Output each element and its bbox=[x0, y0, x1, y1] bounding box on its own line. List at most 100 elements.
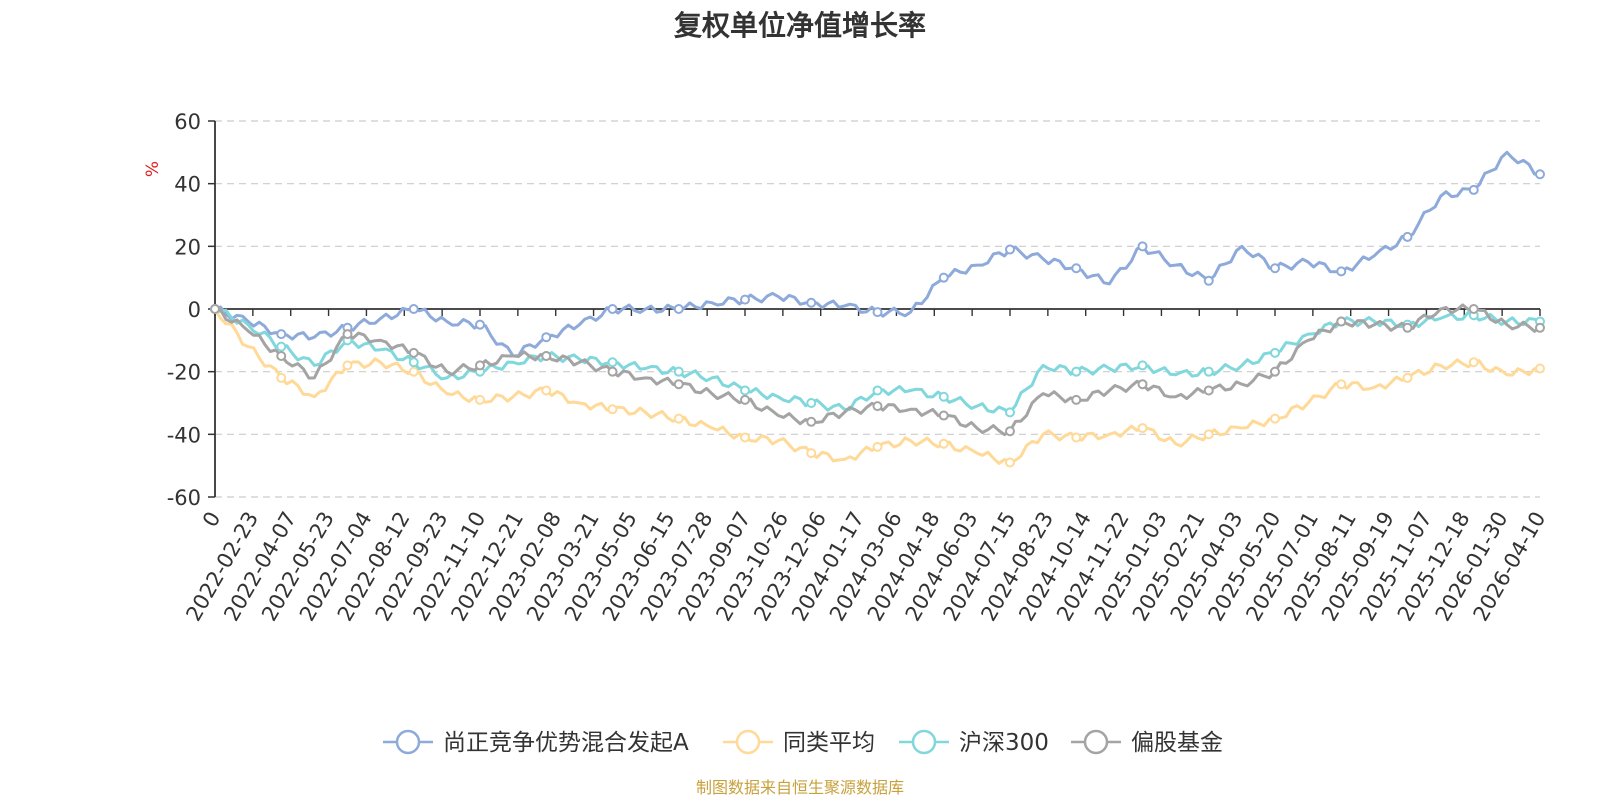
data-point[interactable] bbox=[276, 351, 287, 361]
data-point[interactable] bbox=[938, 391, 949, 402]
data-point[interactable] bbox=[541, 332, 552, 343]
data-point[interactable] bbox=[1137, 360, 1148, 371]
legend-marker-icon bbox=[1083, 729, 1109, 755]
y-axis-unit: % bbox=[143, 161, 163, 177]
data-point[interactable] bbox=[938, 410, 949, 421]
data-point[interactable] bbox=[1005, 244, 1015, 255]
data-point[interactable] bbox=[1336, 266, 1347, 277]
data-point[interactable] bbox=[806, 297, 817, 308]
data-point[interactable] bbox=[1005, 457, 1015, 468]
data-point[interactable] bbox=[673, 379, 684, 390]
data-point[interactable] bbox=[607, 304, 618, 314]
data-point[interactable] bbox=[1468, 357, 1479, 368]
data-point[interactable] bbox=[475, 319, 485, 330]
data-point[interactable] bbox=[607, 404, 618, 415]
data-point[interactable] bbox=[276, 372, 287, 383]
data-point[interactable] bbox=[1071, 432, 1082, 443]
data-point[interactable] bbox=[872, 307, 883, 318]
data-point[interactable] bbox=[1402, 372, 1413, 383]
data-point[interactable] bbox=[1336, 316, 1347, 327]
data-point[interactable] bbox=[673, 366, 684, 377]
data-point[interactable] bbox=[1270, 347, 1280, 358]
data-point[interactable] bbox=[541, 351, 552, 361]
legend[interactable]: 尚正竞争优势混合发起A 同类平均 沪深300 偏股基金 bbox=[383, 729, 1223, 756]
data-point[interactable] bbox=[740, 385, 750, 396]
legend-label: 沪深300 bbox=[959, 730, 1049, 756]
data-point[interactable] bbox=[1468, 304, 1479, 314]
legend-marker-icon bbox=[735, 729, 761, 755]
legend-label: 偏股基金 bbox=[1131, 730, 1223, 756]
y-tick-label: -60 bbox=[167, 486, 201, 510]
data-point[interactable] bbox=[276, 329, 287, 340]
y-tick-label: 0 bbox=[188, 298, 201, 322]
data-point[interactable] bbox=[1270, 263, 1280, 274]
data-point[interactable] bbox=[1137, 241, 1148, 252]
data-point[interactable] bbox=[1071, 366, 1082, 377]
data-point[interactable] bbox=[1402, 322, 1413, 333]
data-point[interactable] bbox=[475, 394, 485, 405]
data-point[interactable] bbox=[1535, 169, 1545, 180]
data-point[interactable] bbox=[408, 347, 419, 358]
data-point[interactable] bbox=[1071, 394, 1082, 405]
data-point[interactable] bbox=[740, 394, 750, 405]
legend-item[interactable]: 偏股基金 bbox=[1071, 729, 1223, 756]
data-point[interactable] bbox=[1203, 385, 1214, 396]
data-point[interactable] bbox=[607, 366, 618, 377]
data-point[interactable] bbox=[342, 329, 353, 340]
legend-item[interactable]: 尚正竞争优势混合发起A bbox=[383, 729, 689, 756]
data-point[interactable] bbox=[806, 448, 817, 459]
data-point[interactable] bbox=[1005, 426, 1015, 437]
data-point[interactable] bbox=[342, 360, 353, 371]
data-point[interactable] bbox=[1203, 366, 1214, 377]
data-point[interactable] bbox=[938, 438, 949, 449]
data-point[interactable] bbox=[872, 385, 883, 396]
data-point[interactable] bbox=[1137, 379, 1148, 390]
data-point[interactable] bbox=[872, 401, 883, 412]
legend-marker-icon bbox=[911, 729, 937, 755]
data-point[interactable] bbox=[673, 304, 684, 314]
data-point[interactable] bbox=[408, 304, 419, 314]
data-point[interactable] bbox=[541, 385, 552, 396]
y-tick-label: 20 bbox=[174, 235, 201, 259]
x-tick-label: 0 bbox=[198, 508, 225, 532]
legend-label: 尚正竞争优势混合发起A bbox=[443, 730, 689, 756]
data-point[interactable] bbox=[872, 441, 883, 452]
legend-item[interactable]: 沪深300 bbox=[899, 729, 1049, 756]
data-point[interactable] bbox=[1336, 379, 1347, 390]
data-source-note: 制图数据来自恒生聚源数据库 bbox=[695, 778, 904, 797]
data-point[interactable] bbox=[1203, 429, 1214, 440]
legend-label: 同类平均 bbox=[783, 730, 875, 756]
data-point[interactable] bbox=[806, 416, 817, 427]
data-point[interactable] bbox=[475, 360, 485, 371]
y-tick-label: -20 bbox=[167, 361, 201, 385]
axis-layer: 6040200-20-40-60%02022-02-232022-04-0720… bbox=[143, 110, 1550, 625]
data-point[interactable] bbox=[408, 357, 419, 368]
data-point[interactable] bbox=[740, 432, 750, 443]
data-point[interactable] bbox=[276, 341, 287, 352]
data-point[interactable] bbox=[806, 398, 817, 408]
data-point[interactable] bbox=[1270, 413, 1280, 424]
data-point[interactable] bbox=[408, 366, 419, 377]
y-tick-label: -40 bbox=[167, 423, 201, 447]
series-layer bbox=[210, 150, 1545, 468]
data-point[interactable] bbox=[1468, 184, 1479, 195]
data-point[interactable] bbox=[1402, 231, 1413, 242]
data-point[interactable] bbox=[1535, 322, 1545, 333]
data-point[interactable] bbox=[607, 357, 618, 368]
legend-item[interactable]: 同类平均 bbox=[723, 729, 875, 756]
data-point[interactable] bbox=[673, 413, 684, 424]
data-point[interactable] bbox=[1203, 275, 1214, 286]
y-tick-label: 60 bbox=[174, 110, 201, 134]
y-tick-label: 40 bbox=[174, 173, 201, 197]
data-point[interactable] bbox=[1071, 263, 1082, 274]
data-point[interactable] bbox=[1270, 366, 1280, 377]
data-point[interactable] bbox=[1535, 363, 1545, 374]
data-point[interactable] bbox=[210, 304, 220, 314]
data-point[interactable] bbox=[938, 272, 949, 283]
data-point[interactable] bbox=[740, 294, 750, 305]
chart-title: 复权单位净值增长率 bbox=[673, 9, 926, 42]
data-point[interactable] bbox=[1137, 423, 1148, 434]
data-point[interactable] bbox=[1005, 407, 1015, 418]
legend-marker-icon bbox=[395, 729, 421, 755]
